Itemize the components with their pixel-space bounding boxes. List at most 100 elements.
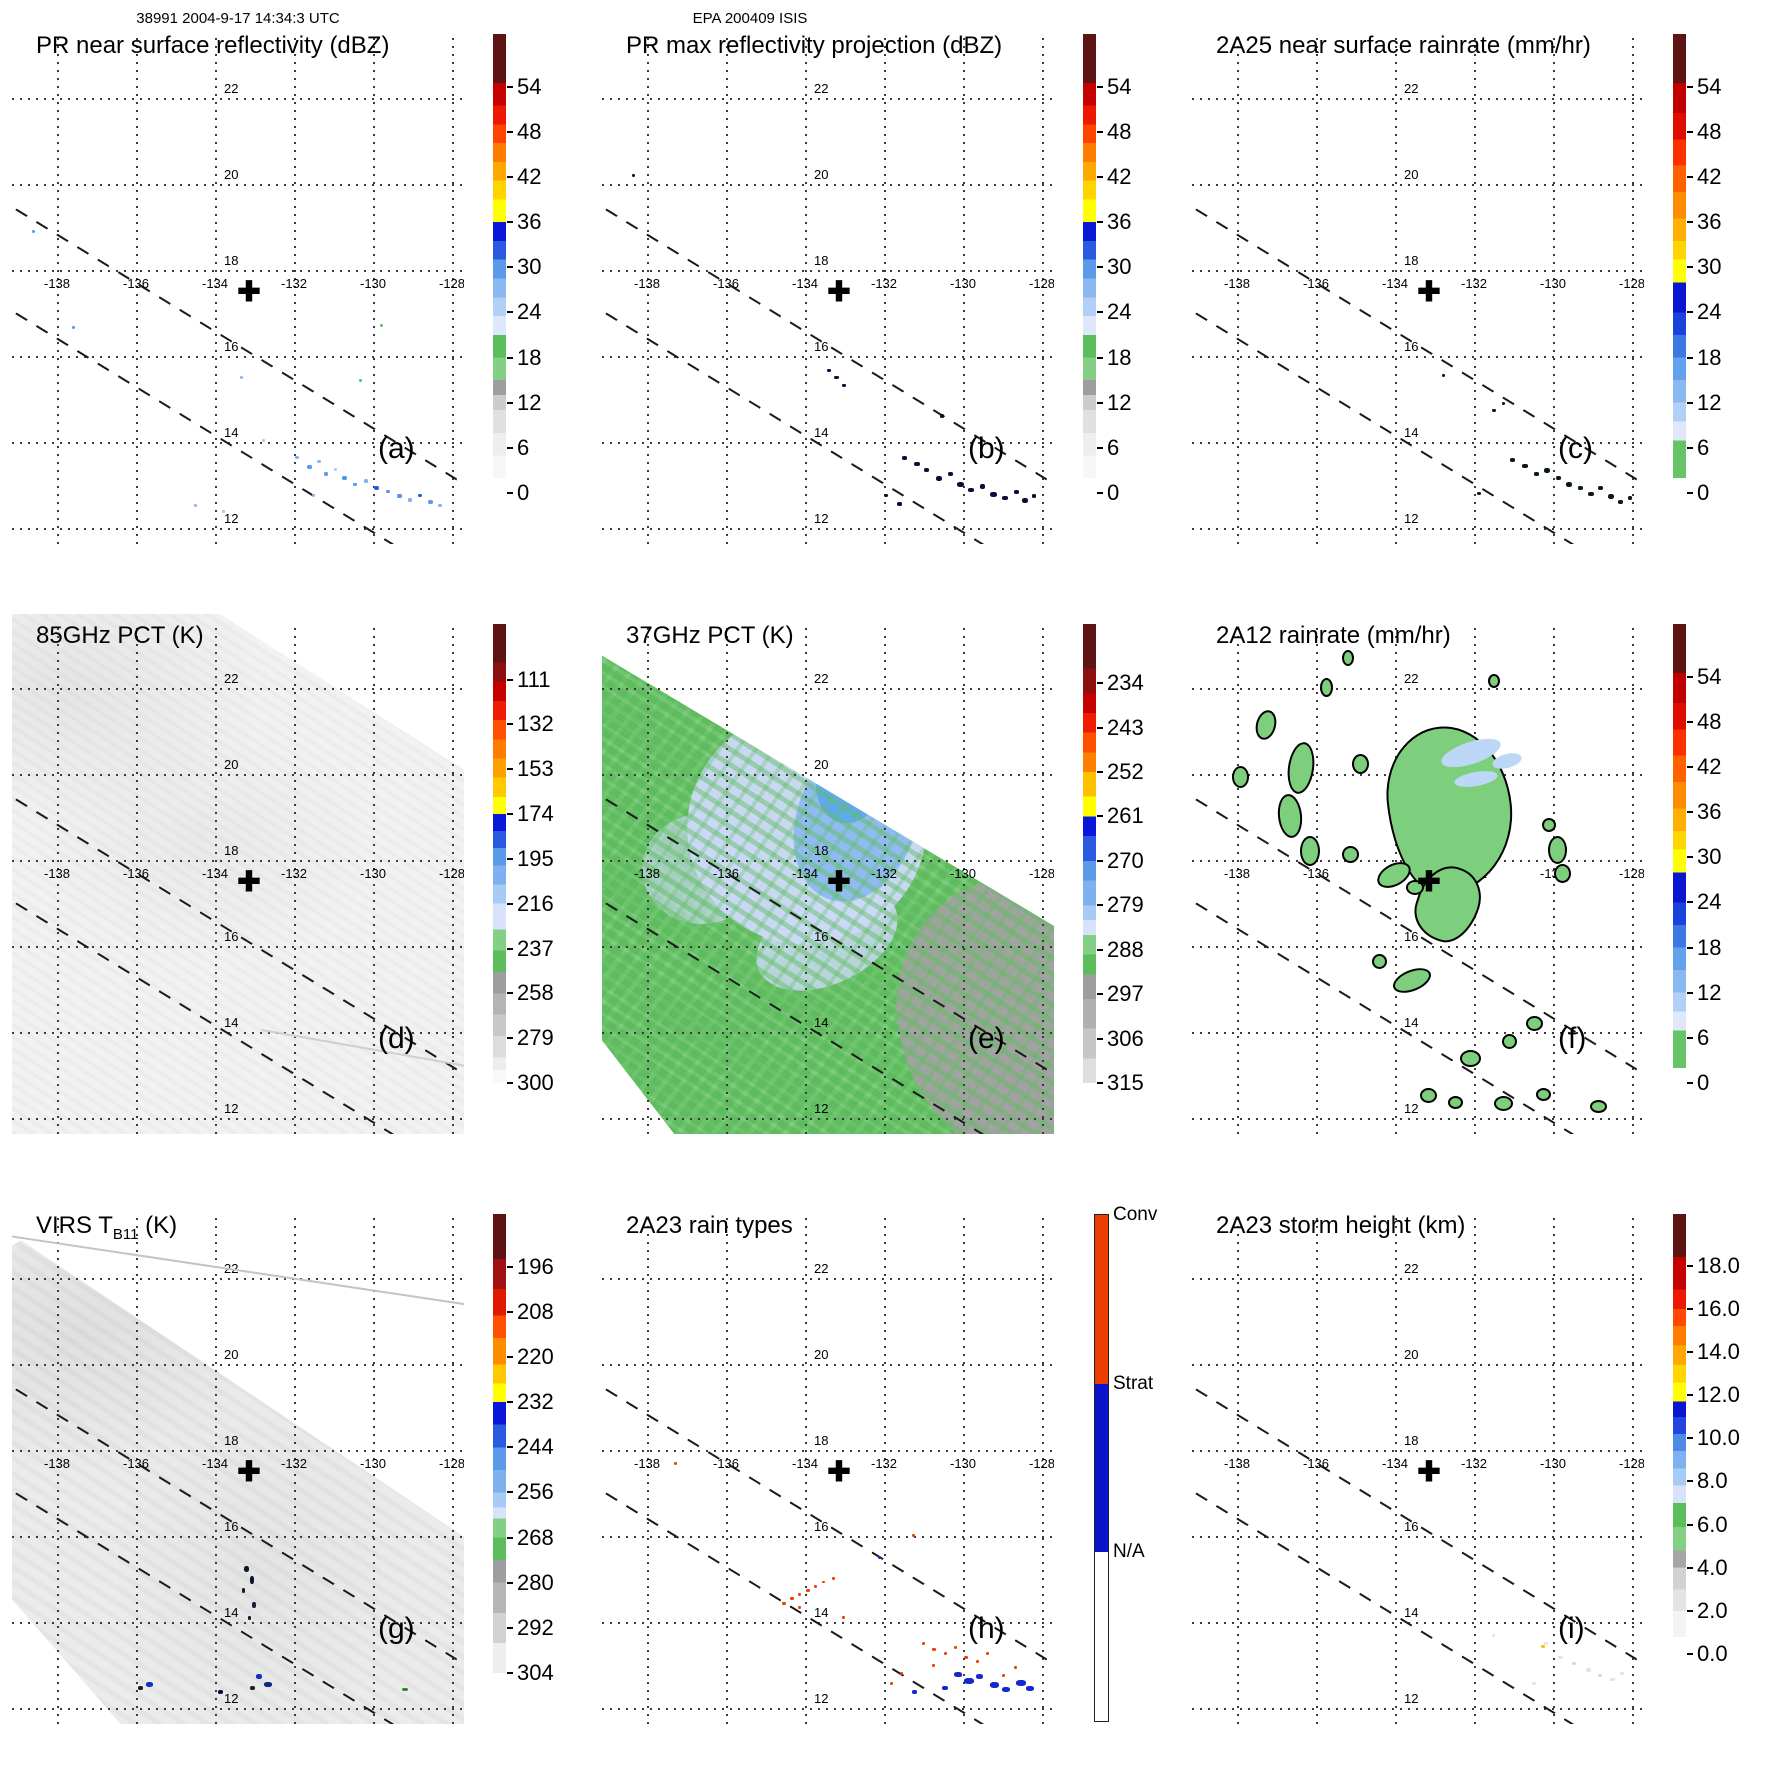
- echo-speck: [1556, 476, 1561, 480]
- rain-region-blob: [1542, 818, 1556, 832]
- echo-speck: [957, 482, 964, 487]
- graticule-lat-line: [602, 860, 1054, 862]
- colorbar-tick-label: 279: [517, 1025, 554, 1051]
- graticule-lat-line: [602, 946, 1054, 948]
- panel-letter-label: (a): [378, 432, 415, 465]
- colorbar-tick-mark: [1687, 1264, 1693, 1267]
- graticule-lat-line: [12, 356, 464, 358]
- colorbar-tick-mark: [507, 1672, 513, 1674]
- echo-speck: [948, 472, 953, 476]
- echo-speck: [968, 488, 974, 492]
- graticule-lat-line: [12, 98, 464, 100]
- colorbar-tick-mark: [1097, 175, 1103, 178]
- echo-speck: [250, 1686, 255, 1690]
- graticule-lon-line: [57, 1218, 59, 1724]
- value-colorbar: [493, 34, 506, 493]
- echo-speck: [262, 439, 265, 442]
- echo-speck: [138, 1686, 143, 1690]
- echo-speck: [814, 1585, 817, 1588]
- colorbar-tick-label: 220: [517, 1343, 554, 1369]
- lat-tick-label: 18: [814, 1433, 829, 1448]
- graticule-lat-line: [12, 946, 464, 948]
- rain-region-blob: [1502, 1034, 1517, 1049]
- colorbar-tick-mark: [1097, 1037, 1103, 1040]
- value-colorbar: [493, 624, 506, 1083]
- graticule-lat-line: [12, 1536, 464, 1538]
- graticule-lat-line: [602, 528, 1054, 530]
- echo-speck: [1022, 498, 1028, 503]
- rain-region-blob: [1526, 1016, 1543, 1031]
- colorbar-tick-mark: [1687, 221, 1693, 224]
- lat-tick-label: 14: [1404, 425, 1419, 440]
- echo-speck: [944, 1652, 947, 1655]
- lon-tick-label: -138: [43, 1456, 71, 1471]
- graticule-lon-line: [884, 38, 886, 544]
- echo-speck: [317, 460, 321, 463]
- storm-center-marker: ✚: [1417, 1455, 1441, 1487]
- colorbar-tick-label: 42: [517, 163, 542, 189]
- map-plot-area: 222018161412-138-136-134-132-130-128✚VIR…: [12, 1204, 464, 1724]
- echo-speck: [1014, 490, 1019, 494]
- map-plot-area: 222018161412-138-136-134-132-130-128✚2A1…: [1192, 614, 1644, 1134]
- colorbar-tick-mark: [507, 1491, 513, 1494]
- echo-speck: [244, 1566, 249, 1572]
- echo-speck: [954, 1672, 962, 1677]
- graticule-lat-line: [1192, 688, 1644, 690]
- echo-speck: [1541, 1645, 1545, 1648]
- colorbar-tick-mark: [1687, 1082, 1693, 1084]
- storm-center-marker: ✚: [237, 865, 261, 897]
- lat-tick-label: 18: [814, 843, 829, 858]
- echo-speck: [990, 492, 997, 497]
- lon-tick-label: -128: [1618, 276, 1644, 291]
- echo-speck: [632, 174, 635, 177]
- colorbar-tick-mark: [507, 1082, 513, 1084]
- colorbar-tick-mark: [507, 992, 513, 995]
- graticule-lat-line: [602, 1118, 1054, 1120]
- graticule-lon-line: [805, 38, 807, 544]
- panel-title-subscript: B11: [112, 1225, 139, 1243]
- graticule-lat-line: [12, 442, 464, 444]
- lat-tick-label: 18: [1404, 1433, 1419, 1448]
- colorbar-tick-mark: [1097, 492, 1103, 494]
- colorbar-tick-mark: [507, 1401, 513, 1404]
- echo-speck: [1598, 486, 1603, 490]
- echo-speck: [884, 494, 888, 497]
- echo-speck: [242, 1588, 245, 1593]
- lat-tick-label: 14: [814, 1605, 829, 1620]
- lon-tick-label: -134: [201, 1456, 229, 1471]
- graticule-lon-line: [726, 1218, 728, 1724]
- echo-speck: [402, 1688, 408, 1691]
- graticule-lat-line: [602, 270, 1054, 272]
- graticule-lon-line: [805, 1218, 807, 1724]
- echo-speck: [364, 479, 368, 483]
- echo-speck: [798, 1593, 801, 1596]
- echo-speck: [418, 494, 422, 497]
- graticule-lon-line: [647, 628, 649, 1134]
- echo-speck: [1572, 1662, 1576, 1665]
- colorbar-tick-label: 18: [517, 344, 542, 370]
- echo-speck: [827, 369, 831, 372]
- panel-letter-label: (h): [968, 1612, 1005, 1645]
- swath-feature-blob: [187, 1332, 199, 1341]
- lon-tick-label: -130: [359, 1456, 387, 1471]
- colorbar-tick-mark: [1687, 311, 1693, 314]
- echo-speck: [1628, 496, 1632, 500]
- colorbar-tick-label: 0: [1107, 480, 1120, 505]
- colorbar-tick-mark: [1097, 130, 1103, 133]
- lon-tick-label: -132: [280, 866, 308, 881]
- panel-title: PR max reflectivity projection (dBZ): [626, 32, 1003, 59]
- panel-letter-label: (d): [378, 1022, 415, 1055]
- map-plot-area: 222018161412-138-136-134-132-130-128✚85G…: [12, 614, 464, 1134]
- lon-tick-label: -134: [1381, 276, 1409, 291]
- echo-speck: [1002, 496, 1008, 500]
- rain-region-blob: [1284, 740, 1318, 796]
- colorbar-tick-mark: [1097, 904, 1103, 907]
- colorbar-tick-mark: [1687, 1480, 1693, 1483]
- panel-title: 2A23 storm height (km): [1216, 1212, 1466, 1239]
- echo-speck: [194, 504, 197, 507]
- graticule-lat-line: [12, 1118, 464, 1120]
- graticule-lat-line: [12, 1364, 464, 1366]
- lat-tick-label: 22: [1404, 1261, 1419, 1276]
- colorbar-tick-mark: [507, 1310, 513, 1313]
